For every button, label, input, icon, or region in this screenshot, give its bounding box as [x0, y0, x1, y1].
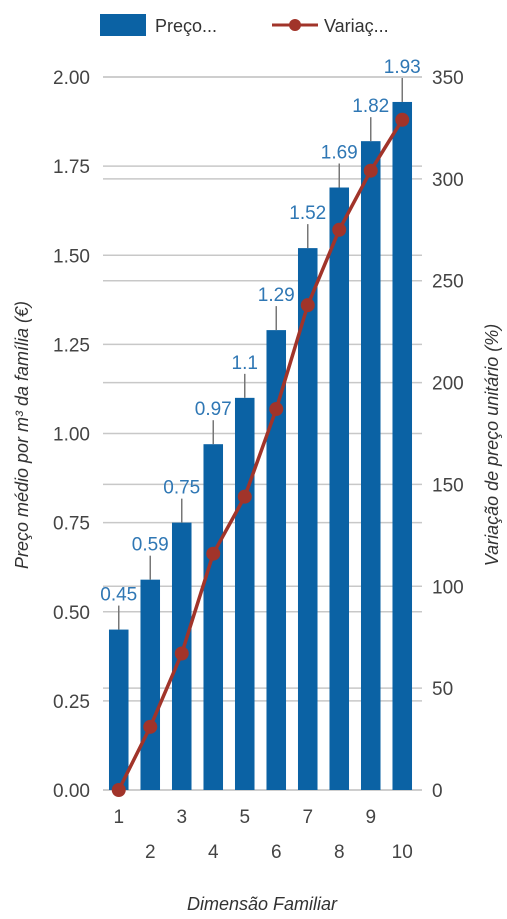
y-tick-label: 1.00 [53, 425, 90, 446]
x-tick-label: 9 [365, 807, 376, 828]
data-label: 1.52 [289, 203, 326, 224]
line-point [363, 163, 378, 178]
line-series [111, 112, 410, 797]
y-tick-label: 1.25 [53, 335, 90, 356]
data-label: 0.59 [132, 535, 169, 556]
y2-tick-label: 250 [432, 272, 464, 293]
bar [108, 629, 129, 790]
x-tick-label: 5 [239, 807, 250, 828]
x-tick-label: 6 [271, 842, 282, 863]
y-tick-label: 2.00 [53, 68, 90, 89]
data-label: 0.45 [100, 585, 137, 606]
data-label: 1.69 [321, 143, 358, 164]
y2-tick-label: 150 [432, 475, 464, 496]
line-point [174, 646, 189, 661]
legend-bar-swatch [100, 14, 146, 36]
y-tick-label: 0.75 [53, 514, 90, 535]
legend-line-marker [289, 19, 301, 31]
x-tick-label: 4 [208, 842, 219, 863]
x-tick-label: 8 [334, 842, 345, 863]
y2-axis-title: Variação de preço unitário (%) [482, 324, 502, 566]
x-tick-label: 3 [176, 807, 187, 828]
bar-series [108, 101, 413, 791]
data-label: 1.29 [258, 285, 295, 306]
bar [392, 101, 413, 790]
line-point [206, 546, 221, 561]
line-point [300, 298, 315, 313]
x-tick-label: 1 [113, 807, 124, 828]
line-point [332, 222, 347, 237]
y-tick-label: 0.50 [53, 603, 90, 624]
data-label: 1.93 [384, 57, 421, 78]
y2-tick-label: 50 [432, 679, 453, 700]
data-label: 0.75 [163, 478, 200, 499]
x-axis-title: Dimensão Familiar [187, 894, 338, 914]
bar [360, 141, 381, 791]
line-point [395, 112, 410, 127]
bar [297, 248, 318, 790]
data-label: 0.97 [195, 399, 232, 420]
y2-tick-label: 350 [432, 68, 464, 89]
x-tick-label: 7 [302, 807, 313, 828]
line-point [237, 489, 252, 504]
y-tick-label: 1.50 [53, 246, 90, 267]
y2-tick-label: 100 [432, 577, 464, 598]
bar [140, 579, 161, 790]
data-label: 1.82 [352, 96, 389, 117]
y2-tick-label: 300 [432, 170, 464, 191]
data-label: 1.1 [232, 353, 258, 374]
y-axis-left: 0.00 0.25 0.50 0.75 1.00 1.25 1.50 1.75 2.00 [53, 68, 90, 802]
line-point [269, 402, 284, 417]
y2-tick-label: 200 [432, 374, 464, 395]
series-line [117, 118, 404, 791]
bar [329, 187, 350, 790]
y-axis-title: Preço médio por m³ da família (€) [12, 301, 32, 569]
x-tick-label: 10 [392, 842, 413, 863]
line-point [111, 783, 126, 797]
bar [266, 330, 287, 790]
data-labels: 0.45 0.59 0.75 0.97 1.1 1.29 1.52 1.69 1.82 1.93 [100, 57, 421, 630]
y-tick-label: 1.75 [53, 157, 90, 178]
legend-bar-label: Preço... [155, 16, 217, 36]
line-point [143, 719, 158, 734]
x-tick-label: 2 [145, 842, 156, 863]
legend[interactable]: Preço... Variaç... [100, 14, 389, 36]
y-axis-right: 0 50 100 150 200 250 300 350 [432, 68, 464, 802]
legend-line-label: Variaç... [324, 16, 389, 36]
y-tick-label: 0.00 [53, 781, 90, 802]
bar [203, 444, 224, 790]
bar [234, 397, 255, 790]
y2-tick-label: 0 [432, 781, 443, 802]
y-tick-label: 0.25 [53, 692, 90, 713]
